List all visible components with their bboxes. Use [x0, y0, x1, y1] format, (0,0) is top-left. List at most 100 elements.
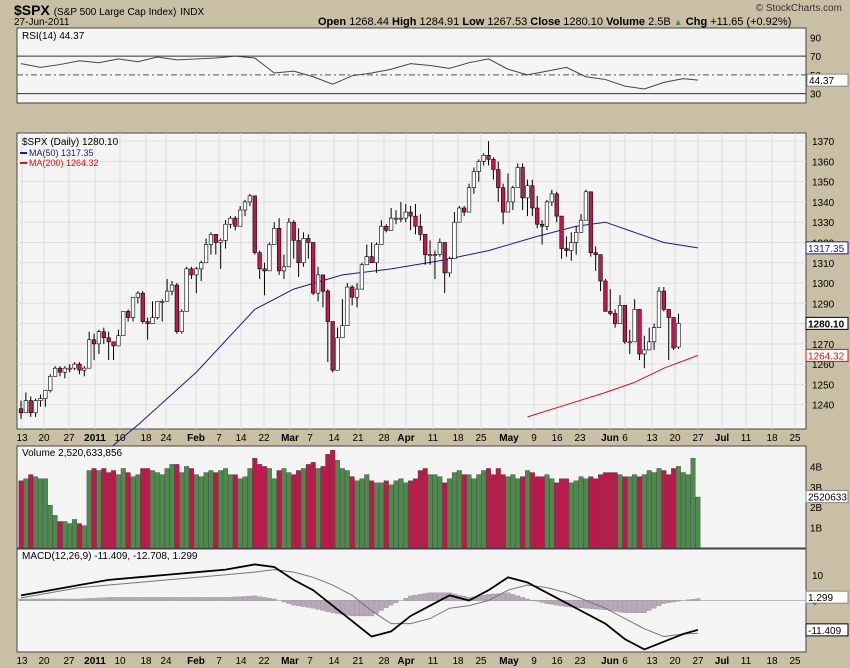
candle-body — [130, 296, 136, 318]
volume-bar — [607, 472, 613, 549]
volume-bar — [442, 482, 448, 549]
candle-body — [647, 341, 652, 351]
volume-tick-label: 3B — [810, 483, 823, 494]
x-tick-label: 20 — [38, 433, 50, 444]
volume-bar — [101, 468, 107, 549]
candle-body — [252, 195, 257, 253]
change-arrow-icon: ▲ — [673, 17, 683, 27]
macd-histogram-bar — [198, 597, 204, 601]
price-tick-label: 1290 — [812, 299, 835, 310]
candle-body — [135, 292, 140, 298]
price-tick-label: 1310 — [812, 259, 835, 270]
volume-bar — [193, 474, 199, 549]
x-tick-label: 14 — [235, 433, 247, 444]
macd-histogram-bar — [43, 598, 48, 601]
macd-histogram-bar — [91, 598, 97, 601]
ma50-legend: MA(50) 1317.35 — [29, 148, 94, 158]
macd-histogram-bar — [637, 600, 642, 614]
x-tick-label-bottom: Jun — [601, 656, 619, 667]
price-tick-label: 1340 — [812, 198, 835, 209]
macd-histogram-bar — [432, 592, 438, 601]
macd-histogram-bar — [520, 597, 525, 601]
candle-body — [150, 317, 155, 324]
macd-histogram-bar — [359, 600, 365, 617]
candle-body — [28, 400, 33, 414]
volume-bar — [417, 470, 423, 549]
macd-histogram-bar — [111, 597, 116, 601]
volume-bar — [57, 521, 63, 549]
macd-title: MACD(12,26,9) -11.409, -12.708, 1.299 — [22, 551, 198, 562]
rsi-tick-label: 30 — [810, 90, 822, 101]
candle-body — [223, 223, 228, 241]
x-tick-label: 6 — [622, 433, 628, 444]
macd-histogram-bar — [218, 597, 224, 601]
volume-bar — [583, 478, 589, 549]
x-tick-label-bottom: Apr — [397, 656, 414, 667]
brand-logo[interactable]: © StockCharts.com — [755, 3, 842, 14]
candle-body — [296, 240, 301, 264]
macd-histogram-bar — [150, 597, 155, 601]
candle-body — [462, 207, 467, 213]
volume-bar — [637, 476, 642, 549]
candle-body — [315, 274, 321, 294]
volume-bar — [408, 480, 414, 549]
x-tick-label-bottom: 23 — [574, 656, 586, 667]
candle-body — [96, 331, 102, 345]
macd-histogram-bar — [403, 598, 409, 601]
volume-bar — [481, 470, 487, 549]
macd-histogram-bar — [281, 600, 287, 603]
macd-histogram-bar — [81, 598, 87, 601]
macd-histogram-bar — [690, 599, 696, 601]
volume-bar — [447, 478, 453, 549]
volume-bar — [476, 474, 482, 549]
close-value: 1280.10 — [563, 16, 604, 28]
macd-histogram-bar — [539, 600, 545, 603]
volume-bar — [320, 466, 326, 549]
symbol: $SPX — [14, 2, 50, 18]
macd-histogram-bar — [481, 594, 487, 601]
close-label: Close — [530, 16, 561, 28]
volume-bar — [656, 468, 662, 549]
volume-bar — [208, 470, 214, 549]
x-tick-label-bottom: Mar — [281, 656, 299, 667]
volume-bar — [257, 464, 263, 549]
candle-body — [476, 161, 481, 172]
high-label: High — [392, 16, 417, 28]
macd-histogram-bar — [242, 596, 248, 601]
candle-body — [23, 400, 28, 414]
macd-histogram-bar — [271, 598, 277, 601]
candle-body — [199, 262, 204, 270]
candle-body — [574, 232, 579, 243]
volume-bar — [154, 472, 160, 549]
volume-bar — [398, 478, 404, 549]
candle-body — [350, 286, 355, 298]
volume-bar — [505, 476, 511, 549]
open-label: Open — [318, 16, 347, 28]
candle-body — [121, 311, 126, 337]
macd-histogram-bar — [291, 600, 297, 606]
x-tick-label-bottom: 13 — [646, 656, 658, 667]
macd-histogram-bar — [223, 597, 228, 601]
volume-bar — [559, 478, 565, 549]
price-tick-label: 1330 — [812, 218, 835, 229]
macd-last-box — [805, 623, 849, 637]
macd-histogram-bar — [86, 598, 92, 601]
macd-histogram-bar — [554, 600, 560, 606]
macd-histogram-bar — [130, 597, 136, 601]
x-tick-label-bottom: 10 — [114, 656, 126, 667]
volume-bar — [568, 482, 574, 549]
macd-histogram-bar — [544, 600, 550, 604]
candle-body — [510, 187, 515, 203]
macd-histogram-bar — [408, 595, 413, 601]
macd-histogram-bar — [52, 598, 58, 601]
price-title: $SPX (Daily) 1280.10 — [22, 137, 119, 148]
candle-body — [91, 339, 97, 345]
macd-histogram-bar — [120, 597, 126, 601]
candle-body — [656, 290, 662, 328]
volume-tick-label: 2B — [810, 503, 823, 514]
x-tick-label: 18 — [452, 433, 464, 444]
x-tick-label: 10 — [114, 433, 126, 444]
volume-bar — [179, 472, 185, 549]
candle-body — [637, 309, 642, 355]
